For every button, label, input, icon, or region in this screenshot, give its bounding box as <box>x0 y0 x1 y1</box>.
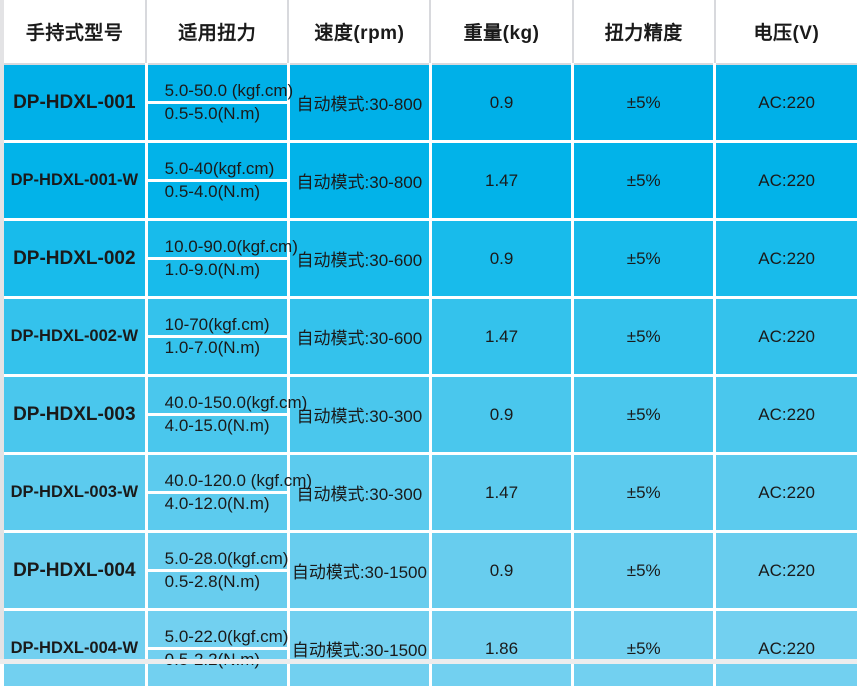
cell-torque: 5.0-50.0 (kgf.cm) 0.5-5.0(N.m) <box>146 64 293 143</box>
product-spec-table: 手持式型号 适用扭力 速度(rpm) 重量(kg) 扭力精度 电压(V) DP-… <box>4 0 857 689</box>
header-cell-torque: 适用扭力 <box>146 0 290 65</box>
cell-weight: 0.9 <box>430 219 575 299</box>
cell-accuracy: ±5% <box>572 141 717 221</box>
cell-weight: 1.47 <box>430 141 575 221</box>
table-row: DP-HDXL-001-W 5.0-40(kgf.cm) 0.5-4.0(N.m) 自… <box>4 141 857 221</box>
cell-voltage: AC:220 <box>714 297 857 377</box>
cell-model: DP-HDXL-004 <box>4 531 148 611</box>
cell-speed: 自动模式:30-1500 <box>288 531 432 611</box>
cell-voltage: AC:220 <box>714 219 857 299</box>
torque-stack: 5.0-50.0 (kgf.cm) 0.5-5.0(N.m) <box>147 81 293 124</box>
table-body: DP-HDXL-001 5.0-50.0 (kgf.cm) 0.5-5.0(N.m)… <box>4 64 857 689</box>
cell-torque: 5.0-40(kgf.cm) 0.5-4.0(N.m) <box>146 141 290 221</box>
cell-weight: 0.9 <box>430 531 575 611</box>
cell-model: DP-HDXL-003 <box>4 375 148 455</box>
cell-torque: 40.0-120.0 (kgf.cm) 4.0-12.0(N.m) <box>146 453 312 533</box>
torque-value-kgfcm: 5.0-28.0(kgf.cm) <box>147 549 288 572</box>
cell-voltage: AC:220 <box>714 531 857 611</box>
cell-weight: 0.9 <box>430 375 575 455</box>
table-row: DP-HDXL-002 10.0-90.0(kgf.cm) 1.0-9.0(N.m)… <box>4 219 857 299</box>
table-row: DP-HDXL-003 40.0-150.0(kgf.cm) 4.0-15.0(N.… <box>4 375 857 455</box>
torque-value-kgfcm: 10-70(kgf.cm) <box>147 315 287 338</box>
cell-torque: 5.0-22.0(kgf.cm)0.5-2.2(N.m) <box>146 609 290 689</box>
torque-value-kgfcm: 40.0-120.0 (kgf.cm) <box>147 471 312 494</box>
cell-accuracy: ±5% <box>572 375 717 455</box>
header-row: 手持式型号 适用扭力 速度(rpm) 重量(kg) 扭力精度 电压(V) <box>4 0 857 65</box>
torque-value-kgfcm: 5.0-40(kgf.cm) <box>147 159 287 182</box>
cell-torque: 5.0-28.0(kgf.cm) 0.5-2.8(N.m) <box>146 531 290 611</box>
header-cell-voltage: 电压(V) <box>714 0 857 65</box>
torque-value-kgfcm: 40.0-150.0(kgf.cm) <box>147 393 307 416</box>
header-cell-speed: 速度(rpm) <box>288 0 432 65</box>
cell-voltage: AC:220 <box>714 141 857 221</box>
cell-speed: 自动模式:30-600 <box>288 219 432 299</box>
torque-stack: 10.0-90.0(kgf.cm) 1.0-9.0(N.m) <box>147 237 298 280</box>
torque-stack: 40.0-150.0(kgf.cm) 4.0-15.0(N.m) <box>147 393 307 436</box>
torque-value-nm: 0.5-4.0(N.m) <box>164 182 261 201</box>
header-cell-model: 手持式型号 <box>4 0 148 65</box>
cell-accuracy: ±5% <box>572 453 717 533</box>
torque-value-kgfcm: 5.0-22.0(kgf.cm) <box>147 627 288 650</box>
table-header: 手持式型号 适用扭力 速度(rpm) 重量(kg) 扭力精度 电压(V) <box>4 0 857 65</box>
table-row: DP-HDXL-004-W5.0-22.0(kgf.cm)0.5-2.2(N.m… <box>4 609 857 689</box>
torque-stack: 5.0-40(kgf.cm) 0.5-4.0(N.m) <box>147 159 287 202</box>
torque-stack: 40.0-120.0 (kgf.cm) 4.0-12.0(N.m) <box>147 471 312 514</box>
cell-speed: 自动模式:30-800 <box>288 64 432 143</box>
cell-accuracy: ±5% <box>572 297 717 377</box>
cell-voltage: AC:220 <box>714 375 857 455</box>
table-row: DP-HDXL-004 5.0-28.0(kgf.cm) 0.5-2.8(N.m) 自… <box>4 531 857 611</box>
torque-stack: 10-70(kgf.cm) 1.0-7.0(N.m) <box>147 315 287 358</box>
table-row: DP-HDXL-002-W 10-70(kgf.cm) 1.0-7.0(N.m) 自动… <box>4 297 857 377</box>
torque-value-nm: 0.5-2.8(N.m) <box>164 572 261 591</box>
cell-voltage: AC:220 <box>714 64 857 143</box>
header-cell-weight: 重量(kg) <box>430 0 574 65</box>
cell-torque: 10.0-90.0(kgf.cm) 1.0-9.0(N.m) <box>146 219 298 299</box>
cell-accuracy: ±5% <box>572 531 717 611</box>
cell-speed: 自动模式:30-1500 <box>288 609 432 689</box>
cell-model: DP-HDXL-001 <box>4 64 148 143</box>
cell-weight: 1.47 <box>430 297 575 377</box>
page-bottom-gutter <box>0 659 857 664</box>
cell-weight: 1.86 <box>430 609 575 689</box>
cell-weight: 0.9 <box>430 64 575 143</box>
cell-accuracy: ±5% <box>572 219 717 299</box>
cell-voltage: AC:220 <box>714 609 857 689</box>
cell-model: DP-HDXL-002 <box>4 219 148 299</box>
cell-model: DP-HDXL-001-W <box>4 141 148 221</box>
torque-value-nm: 1.0-9.0(N.m) <box>164 260 261 279</box>
cell-torque: 40.0-150.0(kgf.cm) 4.0-15.0(N.m) <box>146 375 307 455</box>
cell-model: DP-HDXL-004-W <box>4 609 148 689</box>
cell-accuracy: ±5% <box>572 64 717 143</box>
torque-value-nm: 4.0-15.0(N.m) <box>164 416 270 435</box>
table-row: DP-HDXL-001 5.0-50.0 (kgf.cm) 0.5-5.0(N.m)… <box>4 64 857 143</box>
cell-speed: 自动模式:30-300 <box>288 375 432 455</box>
torque-value-nm: 4.0-12.0(N.m) <box>164 494 270 513</box>
cell-torque: 10-70(kgf.cm) 1.0-7.0(N.m) <box>146 297 290 377</box>
cell-model: DP-HDXL-003-W <box>4 453 148 533</box>
cell-speed: 自动模式:30-800 <box>288 141 432 221</box>
torque-value-nm: 1.0-7.0(N.m) <box>164 338 261 357</box>
cell-weight: 1.47 <box>430 453 575 533</box>
torque-stack: 5.0-28.0(kgf.cm) 0.5-2.8(N.m) <box>147 549 288 592</box>
cell-speed: 自动模式:30-600 <box>288 297 432 377</box>
table-row: DP-HDXL-003-W 40.0-120.0 (kgf.cm) 4.0-12.0… <box>4 453 857 533</box>
torque-value-kgfcm: 5.0-50.0 (kgf.cm) <box>147 81 293 104</box>
cell-voltage: AC:220 <box>714 453 857 533</box>
cell-model: DP-HDXL-002-W <box>4 297 148 377</box>
header-cell-accuracy: 扭力精度 <box>572 0 716 65</box>
cell-speed: 自动模式:30-300 <box>288 453 432 533</box>
torque-value-nm: 0.5-5.0(N.m) <box>164 104 261 123</box>
cell-accuracy: ±5% <box>572 609 717 689</box>
torque-value-kgfcm: 10.0-90.0(kgf.cm) <box>147 237 298 260</box>
